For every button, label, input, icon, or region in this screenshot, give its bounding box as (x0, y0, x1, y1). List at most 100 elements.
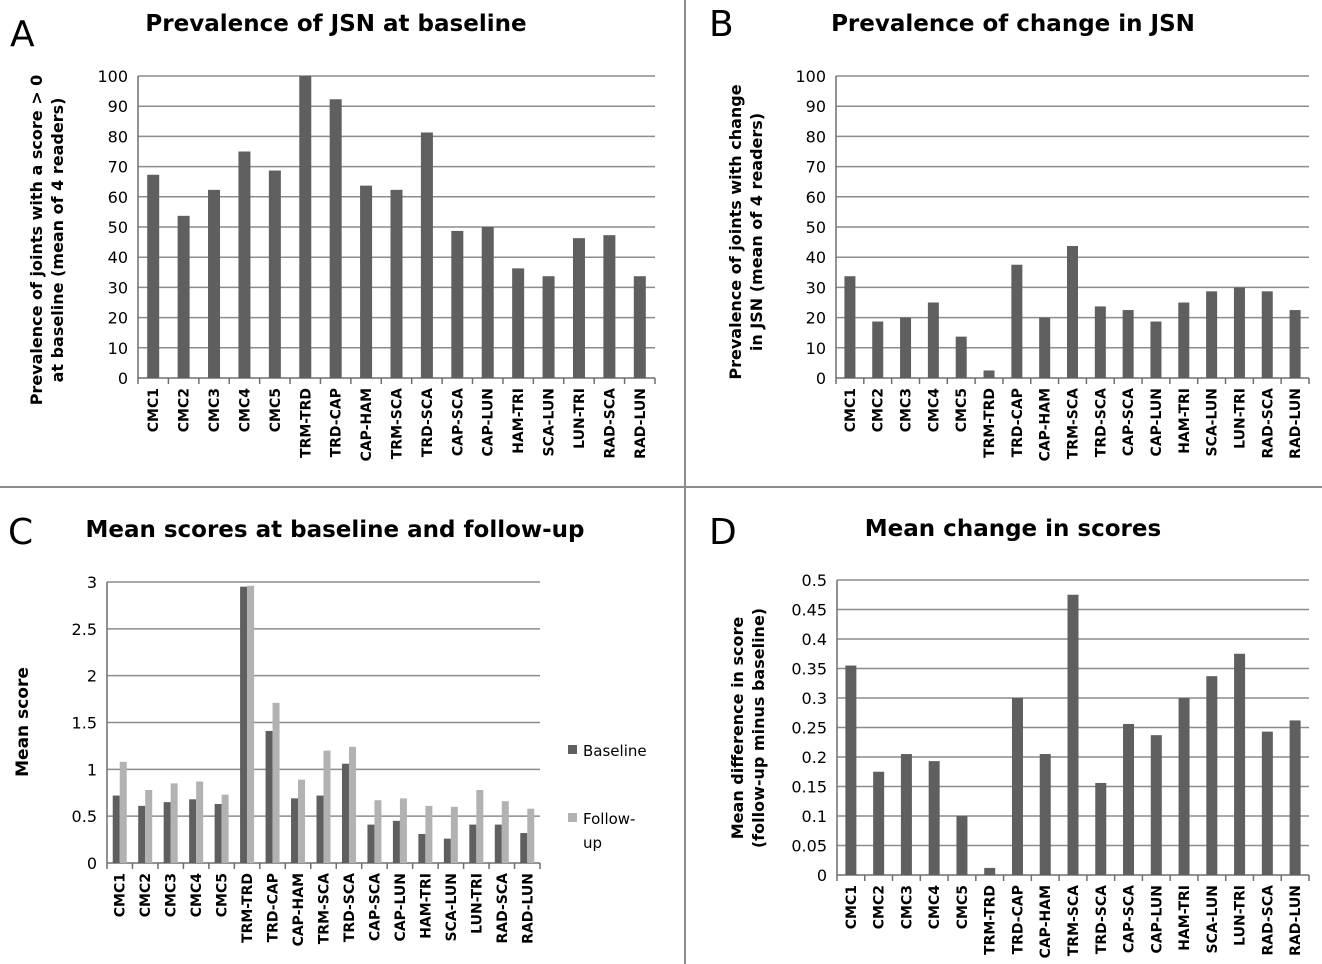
panel-c-bar-followup (119, 761, 127, 863)
panel-a-category-label: HAM-TRI (511, 388, 527, 454)
panel-c-letter: C (8, 512, 33, 553)
panel-c-bar-followup (348, 746, 356, 863)
panel-c-title: Mean scores at baseline and follow-up (85, 517, 584, 543)
panel-d-bar (1067, 594, 1079, 875)
panel-d-category-label: CMC5 (955, 885, 971, 929)
panel-a-category-label: CAP-SCA (450, 388, 466, 456)
panel-c-bar-followup (170, 783, 178, 863)
panel-a-bar (208, 189, 221, 378)
panel-a-category-label: SCA-LUN (542, 388, 558, 457)
panel-d-bar (956, 816, 968, 875)
panel-b-category-label: TRD-SCA (1093, 388, 1109, 457)
panel-c-bar-followup (298, 779, 306, 863)
panel-a-bar (329, 99, 342, 378)
panel-a-category-label: TRM-TRD (298, 388, 314, 458)
panel-c-bar-baseline (443, 838, 451, 863)
panel-c-category-label: SCA-LUN (444, 873, 460, 942)
panel-c-bar-baseline (240, 586, 248, 863)
panel-b-ylabel-line-2: in JSN (mean of 4 readers) (747, 113, 766, 351)
panel-d-category-label: HAM-TRI (1177, 885, 1193, 951)
panel-c-bar-followup (425, 805, 433, 863)
panel-a-bar (238, 151, 251, 378)
panel-d-y-tick-label: 0.1 (802, 807, 827, 826)
legend-label-followup-line-2: up (583, 834, 602, 852)
panel-a-category-label: CMC2 (177, 388, 193, 432)
panel-d-category-label: RAD-LUN (1288, 885, 1304, 956)
panel-b-bar (1094, 306, 1106, 378)
panel-c-bar-baseline (494, 824, 502, 863)
panel-c-bar-baseline (367, 824, 375, 863)
panel-a-category-label: CMC3 (207, 388, 223, 432)
panel-b-category-label: HAM-TRI (1177, 388, 1193, 454)
panel-d-bar (873, 771, 885, 875)
panel-b-bar (872, 321, 884, 378)
panel-c-category-label: CMC2 (138, 873, 154, 917)
panel-d-y-tick-label: 0 (817, 866, 827, 885)
panel-b-letter: B (709, 4, 734, 45)
panel-c-bar-followup (247, 585, 255, 863)
panel-c-bar-baseline (392, 820, 400, 863)
panel-a-bar (420, 132, 433, 378)
panel-c-category-label: CMC1 (113, 873, 129, 917)
panel-c-bar-baseline (265, 730, 273, 863)
panel-b-y-tick-label: 10 (806, 339, 826, 358)
panel-d-category-label: RAD-SCA (1260, 885, 1276, 956)
panel-d-y-tick-label: 0.2 (802, 748, 827, 767)
panel-d-bar (928, 761, 940, 875)
panel-b-y-tick-label: 60 (806, 188, 826, 207)
panel-c-bar-followup (145, 789, 153, 863)
panel-a-y-tick-label: 80 (108, 127, 128, 146)
panel-a-category-label: LUN-TRI (572, 388, 588, 449)
panel-c-y-tick-label: 0 (87, 854, 97, 873)
panel-a-bar (603, 235, 616, 378)
panel-c-bar-baseline (469, 824, 477, 863)
panel-c-bar-baseline (163, 802, 171, 863)
panel-d-category-label: LUN-TRI (1233, 885, 1249, 946)
panel-a-bar (481, 227, 494, 378)
panel-b-y-tick-label: 90 (806, 97, 826, 116)
panel-d-bar (1178, 698, 1190, 875)
panel-b-category-label: RAD-LUN (1288, 388, 1304, 459)
panel-a-category-label: CMC1 (146, 388, 162, 432)
panel-c-bar-baseline (291, 798, 299, 863)
panel-a-bar (633, 276, 646, 378)
panel-a-y-tick-label: 60 (108, 188, 128, 207)
panel-b-bar (1206, 291, 1218, 378)
panel-d-bar (1261, 731, 1273, 875)
panel-c-bar-followup (399, 798, 407, 863)
panel-c-category-label: CMC4 (189, 873, 205, 917)
panel-b-category-label: SCA-LUN (1205, 388, 1221, 457)
panel-a-category-label: CMC4 (237, 388, 253, 432)
panel-c-bar-baseline (189, 799, 197, 863)
panel-d-bar (1289, 720, 1301, 875)
panel-b-bar (955, 336, 967, 378)
panel-a-bar (147, 174, 160, 378)
panel-d-ylabel-line-1: Mean difference in score (728, 617, 747, 840)
panel-d-y-tick-label: 0.4 (802, 630, 827, 649)
panel-d-bar (1234, 653, 1246, 875)
panel-c-bar-followup (501, 801, 509, 863)
panel-c-category-label: CAP-SCA (367, 873, 383, 941)
panel-b-category-label: CMC3 (899, 388, 915, 432)
panel-c-category-label: TRD-SCA (342, 873, 358, 942)
panel-c-category-label: RAD-LUN (520, 873, 536, 944)
panel-b-chart: B Prevalence of change in JSN 0 10 20 30 40 5… (709, 4, 1310, 461)
panel-c-bar-followup (272, 702, 280, 863)
panel-b-bar (927, 302, 939, 378)
panel-a-category-label: RAD-LUN (633, 388, 649, 459)
panel-b-title: Prevalence of change in JSN (831, 11, 1195, 37)
panel-b-bar (1233, 287, 1245, 378)
legend-swatch-baseline (568, 745, 577, 754)
panel-c-category-label: CAP-HAM (291, 873, 307, 946)
panel-d-category-label: SCA-LUN (1205, 885, 1221, 954)
panel-d-bar (1206, 676, 1218, 875)
panel-a-category-label: TRD-SCA (420, 388, 436, 457)
panel-c-y-tick-label: 2.5 (72, 620, 97, 639)
panel-d-category-label: CMC4 (927, 885, 943, 929)
panel-a-y-tick-label: 100 (97, 67, 128, 86)
panel-d-bar (1011, 698, 1023, 875)
panel-c-bar-baseline (138, 805, 146, 863)
panel-c-category-label: RAD-SCA (495, 873, 511, 944)
panel-d-category-label: CAP-LUN (1149, 885, 1165, 953)
